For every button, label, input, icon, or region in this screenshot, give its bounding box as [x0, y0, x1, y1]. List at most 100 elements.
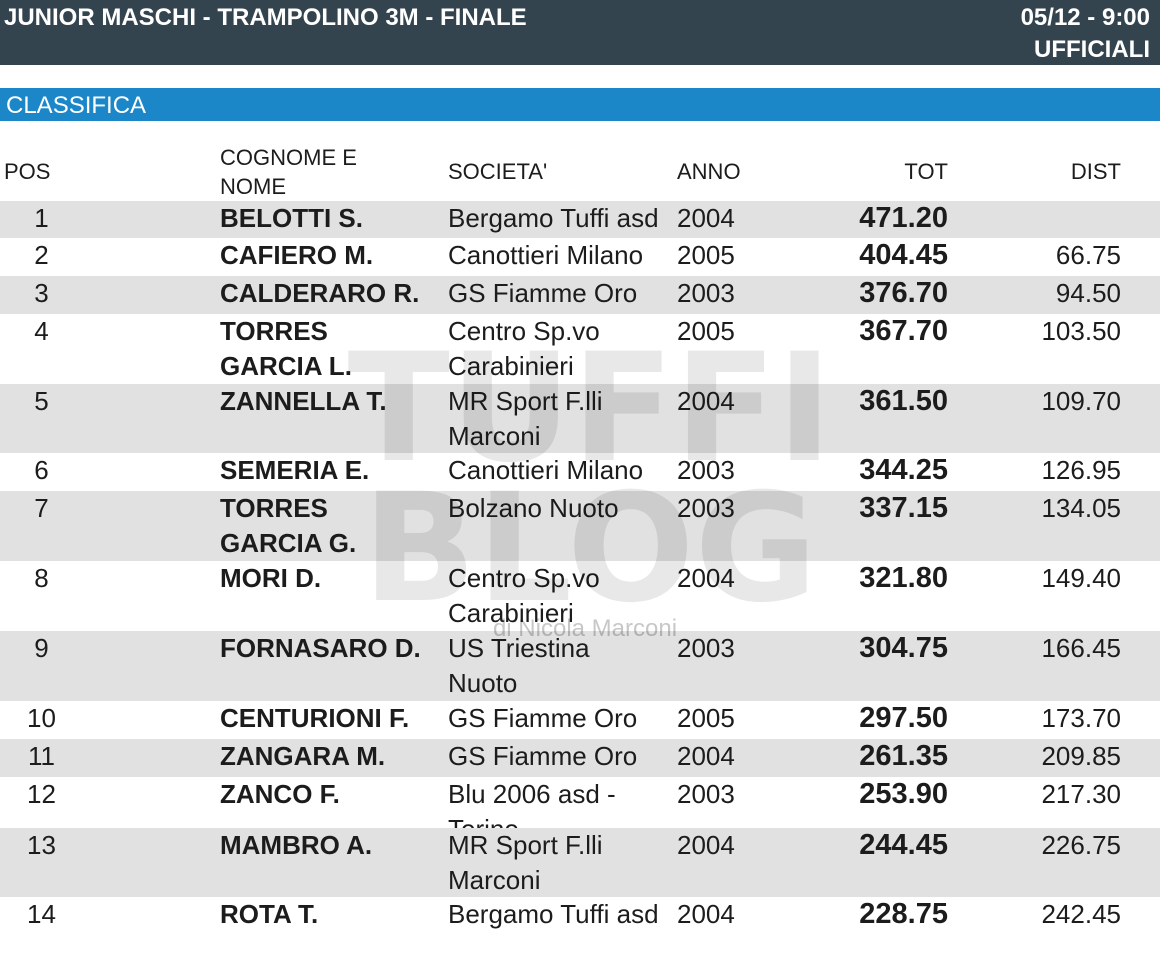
table-row: 4 TORRES GARCIA L. Centro Sp.vo Carabinieri 2… — [0, 314, 1160, 384]
club-line: MR Sport F.lli — [448, 830, 603, 860]
birth-year-cell: 2004 — [677, 203, 735, 233]
position-cell: 12 — [27, 779, 56, 809]
athlete-name-line: ZANNELLA T. — [220, 386, 387, 416]
section-title: CLASSIFICA — [6, 92, 147, 119]
column-header-dist: DIST — [1070, 159, 1121, 184]
athlete-name-line: GARCIA L. — [220, 351, 352, 381]
total-score-cell: 261.35 — [859, 740, 948, 772]
club-cell: MR Sport F.lli Marconi — [448, 384, 676, 454]
position-cell: 2 — [34, 240, 49, 270]
athlete-name-line: MORI D. — [220, 563, 322, 593]
athlete-name-line: GARCIA G. — [220, 528, 357, 558]
total-score-cell: 304.75 — [859, 632, 948, 664]
athlete-name-cell: ROTA T. — [220, 897, 442, 932]
gap-to-leader-cell: 109.70 — [1041, 386, 1121, 416]
club-line: Bergamo Tuffi asd — [448, 899, 659, 929]
birth-year-cell: 2003 — [677, 633, 735, 663]
position-cell: 4 — [34, 316, 49, 346]
club-line: Carabinieri — [448, 598, 574, 628]
birth-year-cell: 2004 — [677, 741, 735, 771]
athlete-name-cell: TORRES GARCIA G. — [220, 491, 442, 561]
club-line: Carabinieri — [448, 351, 574, 381]
total-score-cell: 297.50 — [859, 702, 948, 734]
club-line: Bolzano Nuoto — [448, 493, 619, 523]
total-score-cell: 367.70 — [859, 315, 948, 347]
athlete-name-line: TORRES — [220, 316, 328, 346]
athlete-name-cell: TORRES GARCIA L. — [220, 314, 442, 384]
athlete-name-line: TORRES — [220, 493, 328, 523]
table-row: 11 ZANGARA M. GS Fiamme Oro 2004 261.35 209.8… — [0, 739, 1160, 777]
position-cell: 13 — [27, 830, 56, 860]
club-cell: GS Fiamme Oro — [448, 701, 676, 736]
total-score-cell: 376.70 — [859, 277, 948, 309]
column-header-name-line1: COGNOME E — [220, 145, 357, 170]
club-cell: Bergamo Tuffi asd — [448, 201, 676, 236]
club-cell: Centro Sp.vo Carabinieri — [448, 314, 676, 384]
position-cell: 8 — [34, 563, 49, 593]
athlete-name-line: CALDERARO R. — [220, 278, 420, 308]
section-bar: CLASSIFICA — [0, 88, 1160, 121]
birth-year-cell: 2003 — [677, 278, 735, 308]
position-cell: 10 — [27, 703, 56, 733]
club-cell: Centro Sp.vo Carabinieri — [448, 561, 676, 631]
column-header-year: ANNO — [677, 159, 741, 184]
club-cell: Bergamo Tuffi asd — [448, 897, 676, 932]
table-row: 1 BELOTTI S. Bergamo Tuffi asd 2004 471.20 — [0, 201, 1160, 238]
gap-to-leader-cell: 226.75 — [1041, 830, 1121, 860]
athlete-name-cell: CAFIERO M. — [220, 238, 442, 273]
position-cell: 9 — [34, 633, 49, 663]
athlete-name-line: MAMBRO A. — [220, 830, 373, 860]
total-score-cell: 404.45 — [859, 239, 948, 271]
event-title: JUNIOR MASCHI - TRAMPOLINO 3M - FINALE — [4, 4, 527, 31]
gap-to-leader-cell: 94.50 — [1055, 278, 1121, 308]
athlete-name-line: BELOTTI S. — [220, 203, 363, 233]
gap-to-leader-cell: 134.05 — [1041, 493, 1121, 523]
club-cell: Bolzano Nuoto — [448, 491, 676, 526]
birth-year-cell: 2004 — [677, 563, 735, 593]
club-line: Centro Sp.vo — [448, 316, 600, 346]
athlete-name-cell: SEMERIA E. — [220, 453, 442, 488]
athlete-name-line: ZANCO F. — [220, 779, 340, 809]
club-line: Blu 2006 asd - — [448, 779, 616, 809]
gap-to-leader-cell: 217.30 — [1041, 779, 1121, 809]
gap-to-leader-cell: 126.95 — [1041, 455, 1121, 485]
event-datetime: 05/12 - 9:00 — [1020, 4, 1150, 31]
club-line: Marconi — [448, 421, 541, 451]
position-cell: 6 — [34, 455, 49, 485]
position-cell: 1 — [34, 203, 49, 233]
club-cell: MR Sport F.lli Marconi — [448, 828, 676, 898]
results-table: 1 BELOTTI S. Bergamo Tuffi asd 2004 471.20 2 C… — [0, 201, 1160, 935]
club-cell: GS Fiamme Oro — [448, 276, 676, 311]
athlete-name-cell: CALDERARO R. — [220, 276, 442, 311]
position-cell: 11 — [28, 741, 55, 771]
table-row: 10 CENTURIONI F. GS Fiamme Oro 2005 297.50 17… — [0, 701, 1160, 739]
birth-year-cell: 2005 — [677, 703, 735, 733]
birth-year-cell: 2005 — [677, 240, 735, 270]
table-row: 9 FORNASARO D. US Triestina Nuoto 2003 304.75… — [0, 631, 1160, 701]
total-score-cell: 344.25 — [859, 454, 948, 486]
gap-to-leader-cell: 166.45 — [1041, 633, 1121, 663]
column-header-total: TOT — [904, 159, 948, 184]
birth-year-cell: 2003 — [677, 455, 735, 485]
athlete-name-line: CAFIERO M. — [220, 240, 374, 270]
gap-to-leader-cell: 242.45 — [1041, 899, 1121, 929]
athlete-name-line: ROTA T. — [220, 899, 319, 929]
athlete-name-cell: ZANGARA M. — [220, 739, 442, 774]
total-score-cell: 337.15 — [859, 492, 948, 524]
table-row: 6 SEMERIA E. Canottieri Milano 2003 344.25 12… — [0, 453, 1160, 491]
athlete-name-cell: MAMBRO A. — [220, 828, 442, 863]
total-score-cell: 253.90 — [859, 778, 948, 810]
gap-to-leader-cell: 66.75 — [1055, 240, 1121, 270]
results-status: UFFICIALI — [1034, 36, 1150, 63]
athlete-name-cell: CENTURIONI F. — [220, 701, 442, 736]
gap-to-leader-cell: 209.85 — [1041, 741, 1121, 771]
athlete-name-line: ZANGARA M. — [220, 741, 386, 771]
athlete-name-cell: BELOTTI S. — [220, 201, 442, 236]
club-line: MR Sport F.lli — [448, 386, 603, 416]
table-row: 8 MORI D. Centro Sp.vo Carabinieri 2004 321.8… — [0, 561, 1160, 631]
position-cell: 5 — [34, 386, 49, 416]
club-line: GS Fiamme Oro — [448, 741, 638, 771]
gap-to-leader-cell: 149.40 — [1041, 563, 1121, 593]
table-row: 3 CALDERARO R. GS Fiamme Oro 2003 376.70 94.5… — [0, 276, 1160, 314]
